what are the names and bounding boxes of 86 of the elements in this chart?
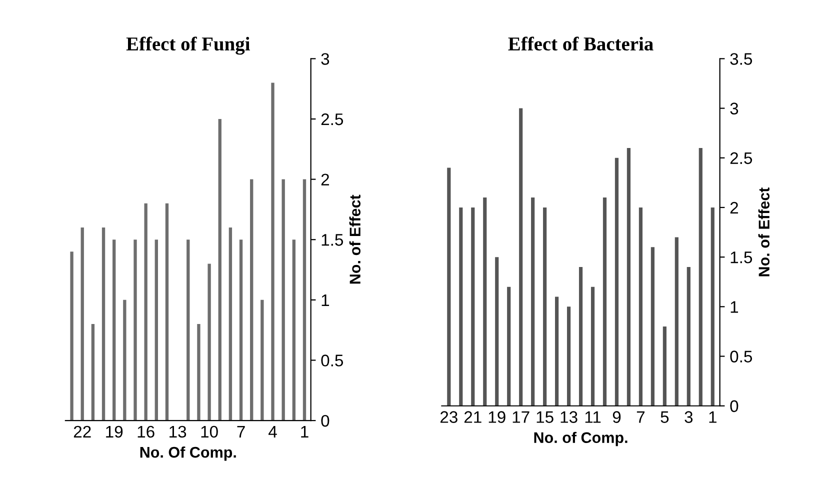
x-tick-label: 7 xyxy=(636,411,645,423)
bar xyxy=(447,168,451,406)
y-tick-label: 2 xyxy=(321,174,329,186)
x-tick-label: 22 xyxy=(74,426,91,438)
bar xyxy=(154,240,158,421)
bar xyxy=(710,207,714,406)
x-tick-label: 16 xyxy=(138,426,154,438)
x-tick-label: 23 xyxy=(440,411,458,423)
bar xyxy=(674,237,678,406)
x-axis-title: No. of Comp. xyxy=(534,432,628,446)
y-tick-label: 3 xyxy=(321,53,330,65)
bar xyxy=(260,300,264,421)
bar xyxy=(614,158,619,406)
bar xyxy=(531,198,535,406)
bar xyxy=(650,247,655,406)
bar xyxy=(91,324,95,421)
bar xyxy=(471,207,475,406)
bar xyxy=(250,179,254,421)
y-tick-label: 1.5 xyxy=(322,234,344,246)
x-tick-label: 3 xyxy=(684,411,693,423)
bar xyxy=(495,257,499,406)
x-tick-label: 7 xyxy=(237,426,245,438)
bar xyxy=(282,179,285,421)
x-tick-label: 13 xyxy=(170,426,186,438)
y-tick-label: 3.5 xyxy=(730,53,752,65)
bar xyxy=(590,286,595,406)
bar xyxy=(626,148,631,406)
y-tick-label: 1.5 xyxy=(730,252,752,264)
bar xyxy=(507,286,511,406)
bar xyxy=(302,179,306,421)
bar xyxy=(112,240,116,421)
x-tick-label: 1 xyxy=(709,411,716,423)
bar xyxy=(292,240,296,421)
y-tick-label: 1 xyxy=(730,301,738,313)
y-tick-label: 1 xyxy=(322,294,330,306)
y-tick-label: 2.5 xyxy=(321,113,344,126)
bar xyxy=(483,198,487,406)
y-tick-label: 0.5 xyxy=(730,350,752,362)
x-tick-label: 13 xyxy=(560,411,578,423)
chart-title: Effect of Bacteria xyxy=(508,36,654,51)
bar xyxy=(228,228,232,421)
bar xyxy=(459,207,463,406)
x-tick-label: 19 xyxy=(488,411,506,423)
bar xyxy=(519,108,523,406)
x-tick-label: 21 xyxy=(464,411,482,423)
bar xyxy=(123,300,126,421)
y-axis-title: No. of Effect xyxy=(349,194,361,284)
x-tick-label: 10 xyxy=(201,426,218,438)
y-tick-label: 3 xyxy=(730,102,738,114)
bar xyxy=(80,228,84,421)
bar xyxy=(70,252,74,421)
bar xyxy=(543,207,547,406)
bar xyxy=(578,266,583,406)
bar xyxy=(134,240,137,421)
y-tick-label: 0.5 xyxy=(321,354,344,366)
x-tick-label: 19 xyxy=(106,426,123,438)
bar xyxy=(144,203,148,421)
bar xyxy=(662,326,666,406)
bar xyxy=(102,228,106,421)
bar xyxy=(197,324,200,421)
x-tick-label: 17 xyxy=(512,411,530,423)
bar xyxy=(186,240,190,421)
bar xyxy=(698,148,702,406)
y-axis-title: No. of Effect xyxy=(758,187,770,276)
bar xyxy=(239,240,243,421)
x-tick-label: 11 xyxy=(585,411,601,423)
bar xyxy=(165,203,169,421)
x-tick-label: 5 xyxy=(660,411,669,423)
x-tick-label: 15 xyxy=(536,411,554,423)
bar xyxy=(218,118,222,421)
chart-title: Effect of Fungi xyxy=(126,36,250,55)
x-tick-label: 4 xyxy=(268,426,277,438)
bar xyxy=(686,266,690,406)
x-tick-label: 9 xyxy=(612,411,621,423)
y-tick-label: 0 xyxy=(321,414,330,427)
x-tick-label: 1 xyxy=(301,426,308,438)
bar xyxy=(566,306,571,406)
bar xyxy=(638,207,643,406)
y-tick-label: 2.5 xyxy=(730,152,752,164)
y-tick-label: 2 xyxy=(730,202,738,214)
bar xyxy=(271,82,274,421)
bar xyxy=(602,198,607,406)
bar xyxy=(555,296,559,406)
bar xyxy=(208,264,211,421)
y-tick-label: 0 xyxy=(730,400,738,412)
x-axis-title: No. Of Comp. xyxy=(140,446,236,461)
